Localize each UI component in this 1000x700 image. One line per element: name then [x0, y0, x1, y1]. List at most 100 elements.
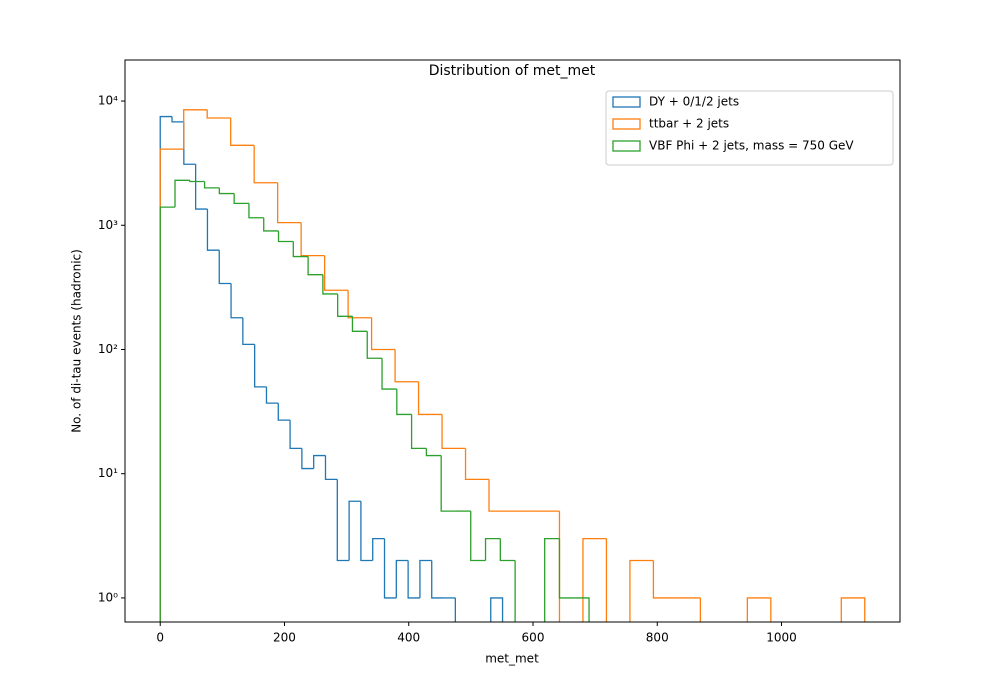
histogram-step	[425, 448, 442, 457]
histogram-step	[383, 538, 397, 599]
histogram-step	[488, 479, 513, 512]
histogram-step	[440, 455, 456, 512]
histogram-step	[336, 479, 350, 562]
histogram-step	[396, 389, 412, 416]
histogram-step	[417, 381, 443, 416]
histogram-step	[253, 145, 278, 184]
histogram-step	[218, 187, 235, 195]
histogram-step	[347, 290, 372, 319]
histogram-step	[544, 538, 560, 622]
histogram-step	[206, 209, 220, 251]
histogram-step	[300, 222, 325, 257]
histogram-step	[313, 454, 326, 469]
histogram-step	[189, 180, 205, 183]
histogram-step	[360, 501, 373, 562]
histogram-step	[289, 420, 302, 449]
histogram-step	[348, 500, 361, 561]
histogram-step	[381, 358, 397, 390]
histogram-step	[323, 255, 349, 291]
histogram-step	[322, 274, 338, 295]
x-tick-label: 600	[522, 631, 545, 645]
histogram-step	[372, 538, 385, 561]
histogram-step	[470, 511, 486, 562]
histogram-step	[218, 250, 232, 285]
y-tick-label: 10³	[98, 218, 118, 232]
y-tick-label: 10⁴	[98, 94, 118, 108]
histogram-step	[582, 538, 607, 622]
histogram-step	[464, 448, 490, 481]
plot-area	[159, 109, 866, 622]
histogram-step	[183, 121, 196, 165]
histogram-step	[370, 317, 396, 351]
chart-title: Distribution of met_met	[429, 63, 596, 79]
legend-label: DY + 0/1/2 jets	[649, 95, 739, 109]
y-tick-label: 10²	[98, 342, 118, 356]
histogram-step	[699, 597, 702, 622]
y-tick-label: 10¹	[98, 466, 118, 480]
histogram-step	[395, 559, 409, 598]
histogram-step	[233, 193, 249, 205]
histogram-step	[840, 597, 866, 622]
histogram-step	[248, 203, 264, 219]
legend-label: ttbar + 2 jets	[649, 117, 729, 131]
histogram-step	[292, 241, 309, 258]
x-tick-label: 0	[156, 631, 164, 645]
x-tick-label: 800	[646, 631, 669, 645]
histogram-step	[307, 256, 323, 276]
legend-frame	[605, 90, 894, 166]
histogram-step	[230, 283, 243, 319]
histogram-step	[183, 109, 208, 150]
histogram-step	[484, 538, 501, 561]
histogram-step	[174, 179, 190, 208]
histogram-step	[514, 560, 516, 622]
legend: DY + 0/1/2 jets ttbar + 2 jets VBF Phi + 2…	[605, 90, 894, 166]
histogram-step	[431, 560, 444, 599]
histogram-step	[203, 181, 220, 189]
histogram-step	[230, 118, 255, 146]
x-tick-label: 200	[273, 631, 296, 645]
histogram-step	[605, 538, 608, 622]
histogram-step	[277, 230, 294, 243]
histogram-step	[394, 349, 419, 383]
histogram-step	[194, 164, 208, 210]
legend-swatch	[612, 96, 641, 108]
histogram-step	[337, 293, 353, 317]
y-tick-label: 10⁰	[98, 590, 118, 604]
x-tick-label: 1000	[766, 631, 797, 645]
histogram-step	[366, 331, 383, 359]
histogram-step	[419, 559, 432, 598]
histogram-step	[441, 414, 466, 449]
histogram-step	[351, 316, 368, 332]
histogram-step	[574, 597, 590, 622]
histogram-step	[206, 109, 231, 119]
histogram-step	[171, 116, 184, 123]
legend-label: VBF Phi + 2 jets, mass = 750 GeV	[649, 139, 854, 153]
legend-swatch	[612, 118, 641, 130]
legend-swatch	[612, 140, 641, 152]
histogram-step	[159, 148, 184, 622]
histogram-step	[159, 115, 173, 622]
histogram-step	[254, 344, 267, 388]
histogram-step	[499, 538, 516, 562]
histogram-step	[490, 597, 504, 622]
histogram-step	[265, 386, 279, 404]
histogram-step	[407, 560, 420, 599]
histogram-step	[263, 217, 279, 232]
histogram-step	[242, 317, 255, 345]
y-axis-label: No. of di-tau events (hadronic)	[70, 249, 84, 433]
histogram-step	[454, 597, 456, 622]
axes-frame	[124, 59, 901, 623]
histogram-step	[746, 597, 771, 622]
histogram-step	[652, 560, 677, 599]
x-axis-label: met_met	[485, 652, 539, 666]
histogram-step	[159, 206, 176, 622]
x-tick-label: 400	[397, 631, 420, 645]
histogram-step	[410, 414, 427, 449]
histogram-step	[629, 559, 654, 622]
histogram-step	[558, 538, 575, 599]
histogram-step	[324, 455, 338, 481]
histogram-step	[301, 448, 314, 470]
histogram-step	[277, 182, 302, 224]
histogram-step	[770, 597, 772, 622]
